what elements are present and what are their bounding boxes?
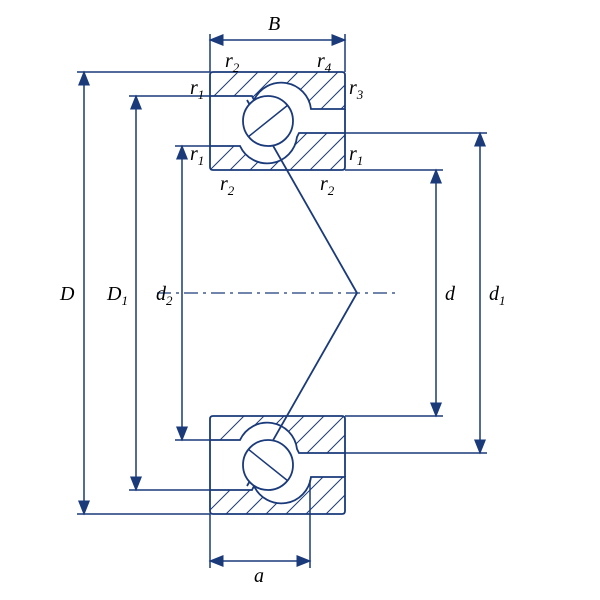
label-r1-mr: r1: [349, 143, 363, 168]
label-r4-tr: r4: [317, 50, 332, 75]
label-d: d: [445, 283, 456, 305]
label-d2: d2: [156, 283, 173, 308]
label-B: B: [268, 13, 280, 35]
label-d1: d1: [489, 283, 506, 308]
top-bearing-section: [180, 50, 400, 280]
label-D: D: [59, 283, 75, 305]
labels: B D D1 d2 d d1 a r2 r4 r1 r3 r1 r1 r2 r2: [59, 13, 506, 587]
bottom-bearing-section: [170, 370, 380, 600]
bearing-cross-section: B D D1 d2 d d1 a r2 r4 r1 r3 r1 r1 r2 r2: [0, 0, 600, 600]
label-r2-tl: r2: [225, 50, 240, 75]
label-a: a: [254, 565, 264, 587]
label-r2-bl: r2: [220, 173, 235, 198]
dim-a: [210, 480, 310, 568]
label-r2-br: r2: [320, 173, 335, 198]
label-r3-tr: r3: [349, 77, 364, 102]
label-r1-tl: r1: [190, 77, 204, 102]
label-D1: D1: [106, 283, 128, 308]
